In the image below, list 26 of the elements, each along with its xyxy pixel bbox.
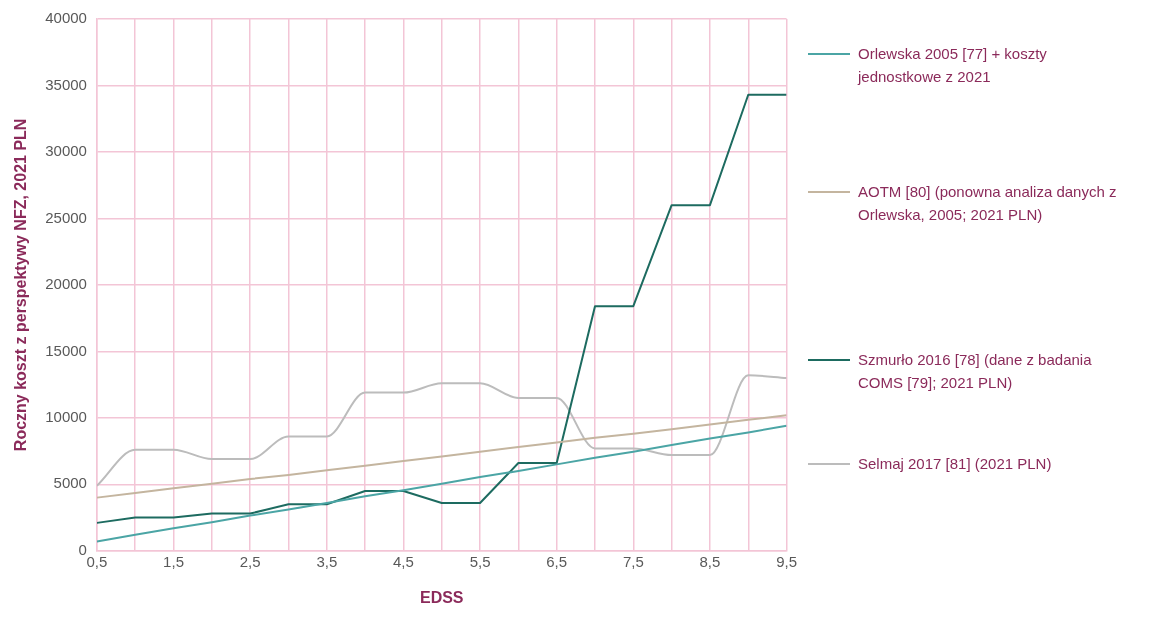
y-tick-label: 35000 xyxy=(45,75,87,93)
x-axis-title: EDSS xyxy=(419,588,464,606)
x-tick-label: 0,5 xyxy=(86,552,108,570)
x-tick-label: 8,5 xyxy=(699,552,721,570)
y-axis-title: Roczny koszt z perspektywy NFZ, 2021 PLN xyxy=(12,118,30,452)
legend-label: Szmurło 2016 [78] (dane z badania COMS [79]; 2021 PLN) xyxy=(858,350,1093,393)
x-tick-label: 2,5 xyxy=(239,552,261,570)
legend-label: AOTM [80] (ponowna analiza danych z Orlewska, 2005; 2021 PLN) xyxy=(858,182,1118,225)
y-tick-label: 5000 xyxy=(53,474,87,492)
y-tick-label: 40000 xyxy=(45,9,87,27)
y-tick-label: 10000 xyxy=(45,407,87,425)
y-tick-label: 25000 xyxy=(45,208,87,226)
y-tick-label: 20000 xyxy=(45,275,87,293)
legend-label: Selmaj 2017 [81] (2021 PLN) xyxy=(858,454,1052,474)
x-tick-label: 6,5 xyxy=(546,552,568,570)
x-tick-label: 5,5 xyxy=(469,552,491,570)
x-tick-label: 4,5 xyxy=(393,552,414,570)
line-series xyxy=(96,374,787,487)
x-tick-label: 3,5 xyxy=(316,552,338,570)
y-tick-label: 0 xyxy=(78,540,87,558)
y-tick-label: 30000 xyxy=(45,142,87,160)
x-tick-label: 1,5 xyxy=(163,552,184,570)
x-tick-label: 9,5 xyxy=(776,552,797,570)
x-tick-label: 7,5 xyxy=(622,552,644,570)
legend-label: Orlewska 2005 [77] + koszty jednostkowe z 2021 xyxy=(858,44,1048,87)
y-tick-label: 15000 xyxy=(45,341,87,359)
